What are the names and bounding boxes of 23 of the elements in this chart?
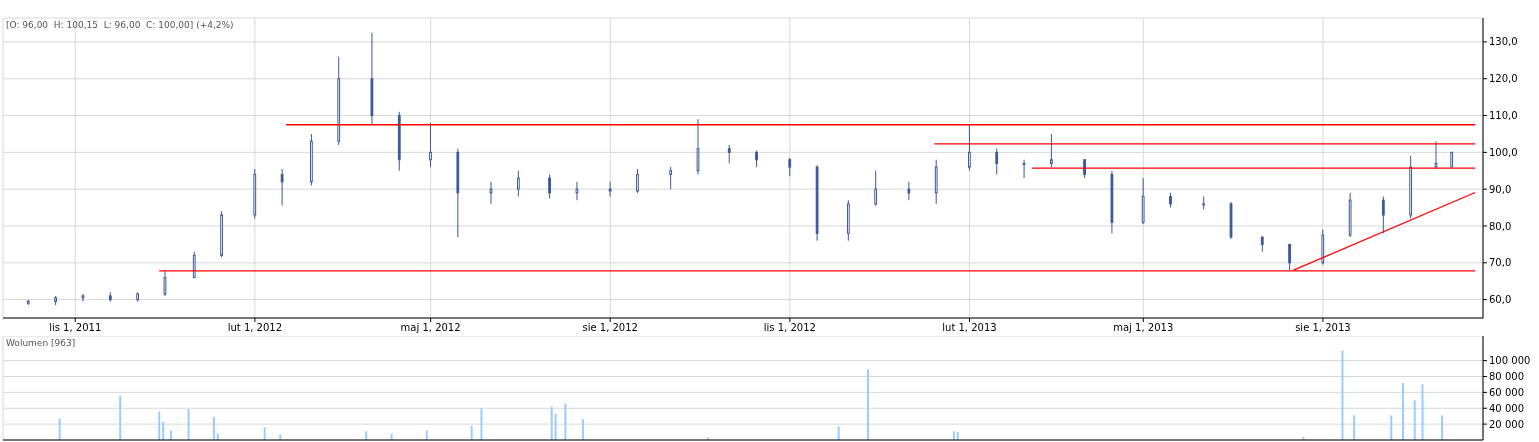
y-tick-label: 100,0 xyxy=(1489,146,1518,158)
x-tick-label: sie 1, 2013 xyxy=(1295,322,1351,334)
y-tick-label: 90,0 xyxy=(1489,183,1512,195)
y-tick-label: 40 000 xyxy=(1489,402,1524,414)
y-tick-label: 80,0 xyxy=(1489,220,1512,232)
y-tick-label: 20 000 xyxy=(1489,418,1524,430)
y-tick-label: 60,0 xyxy=(1489,294,1512,306)
x-tick-label: sie 1, 2012 xyxy=(582,322,638,334)
x-tick-label: maj 1, 2012 xyxy=(400,322,461,334)
y-tick-label: 100 000 xyxy=(1489,355,1531,367)
y-tick-label: 110,0 xyxy=(1489,110,1518,122)
y-tick-label: 70,0 xyxy=(1489,257,1512,269)
y-tick-label: 120,0 xyxy=(1489,73,1518,85)
x-tick-label: lis 1, 2011 xyxy=(49,322,102,334)
y-tick-label: 130,0 xyxy=(1489,36,1518,48)
x-tick-label: lut 1, 2012 xyxy=(227,322,283,334)
y-tick-label: 80 000 xyxy=(1489,371,1524,383)
annotation: Wolumen [963] xyxy=(6,338,76,348)
x-tick-label: lut 1, 2013 xyxy=(942,322,997,334)
y-tick-label: 60 000 xyxy=(1489,386,1524,398)
x-tick-label: maj 1, 2013 xyxy=(1113,322,1174,334)
annotation: [O: 96,00 H: 100,15 L: 96,00 C: 100,00] (+4,2%) xyxy=(6,20,234,30)
x-tick-label: lis 1, 2012 xyxy=(763,322,816,334)
